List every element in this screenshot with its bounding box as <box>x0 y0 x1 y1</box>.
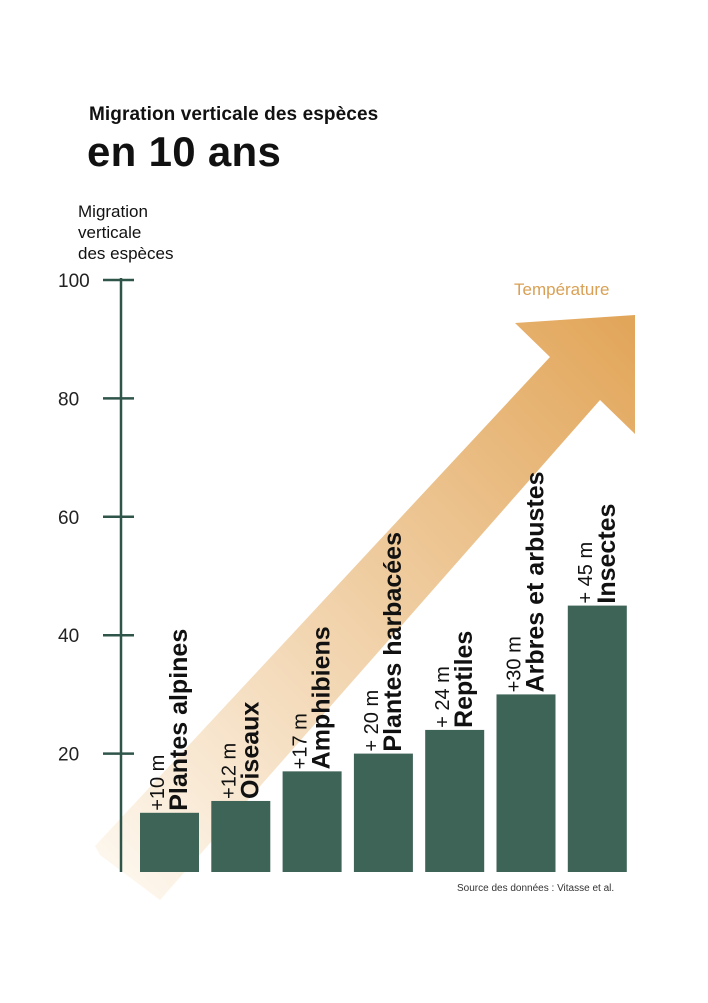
y-axis-label: Migration verticale des espèces <box>78 201 218 264</box>
chart-subtitle: en 10 ans <box>87 128 282 175</box>
y-axis-label-line: Migration <box>78 202 148 221</box>
temperature-label: Température <box>514 280 609 299</box>
y-axis-label-line: verticale <box>78 223 142 242</box>
bar-category-label: Insectes <box>593 504 621 604</box>
y-tick-label: 40 <box>58 626 79 647</box>
bar-value-label: +12 m <box>218 743 240 799</box>
bar-category-label: Oiseaux <box>236 702 264 799</box>
bar <box>211 800 271 872</box>
chart-title: Migration verticale des espèces <box>89 104 379 125</box>
bar-category-label: Arbres et arbustes <box>522 471 550 692</box>
bar-value-label: +10 m <box>147 755 169 811</box>
bar <box>567 605 627 872</box>
bar-category-label: Plantes alpines <box>165 629 193 811</box>
bar-value-label: + 45 m <box>575 542 597 604</box>
y-tick-label: 100 <box>58 271 90 292</box>
bar <box>282 771 342 872</box>
y-tick-label: 20 <box>58 745 79 766</box>
bar <box>353 753 413 872</box>
y-tick-label: 80 <box>58 389 79 410</box>
temperature-arrow <box>95 315 635 900</box>
y-tick-label: 60 <box>58 508 79 529</box>
y-axis: 20 40 60 80 100 <box>58 271 134 872</box>
bar-category-label: Amphibiens <box>308 626 336 769</box>
bar <box>496 694 556 872</box>
bar <box>140 812 199 872</box>
bar-value-label: + 24 m <box>432 666 454 728</box>
bar-category-label: Reptiles <box>450 631 478 728</box>
data-source: Source des données : Vitasse et al. <box>457 883 615 894</box>
bar-category-label: Plantes harbacées <box>379 532 407 752</box>
bar <box>425 729 485 872</box>
bar-value-label: +30 m <box>504 636 526 692</box>
bar-value-label: + 20 m <box>361 690 383 752</box>
y-axis-label-line: des espèces <box>78 244 174 263</box>
bar-value-label: +17 m <box>290 713 312 769</box>
